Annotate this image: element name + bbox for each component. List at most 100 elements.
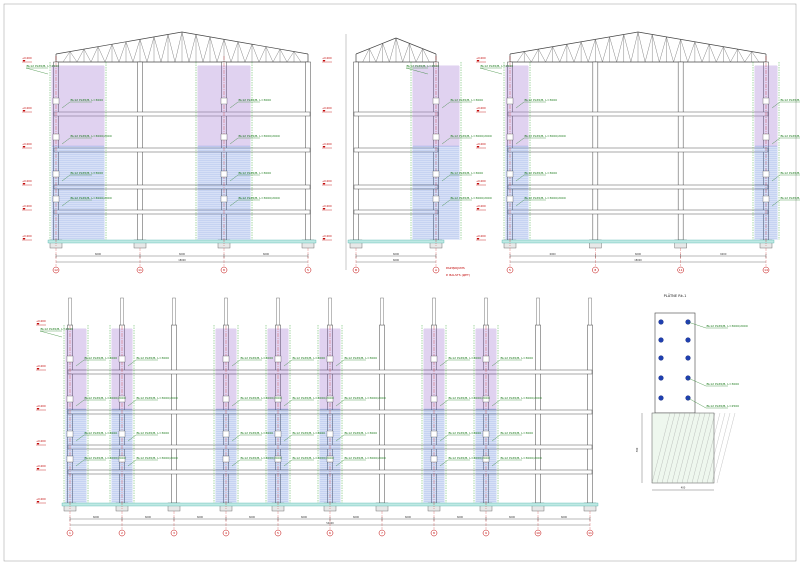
truss-web-diagonal (265, 46, 274, 63)
opening (52, 170, 60, 178)
floor-beam (507, 184, 769, 190)
rebar-callout: BL12 PL65/B, L=3000 (229, 171, 271, 182)
rebar-dot (685, 337, 691, 343)
level-value: +0.000 (36, 319, 46, 323)
axis-bubble (220, 266, 228, 274)
rebar-callout: BL12 PL65/B, L=3000 (441, 98, 483, 109)
callout-text: BL12 PL65/B, L=3000 (525, 171, 558, 175)
truss-web-diagonal (616, 34, 624, 63)
truss-web-diagonal (139, 39, 148, 63)
detail-hatch (701, 412, 721, 484)
truss-web-diagonal (415, 48, 423, 63)
truss-web-diagonal (744, 51, 752, 63)
detail-section: BL12 PL65/B, L=3000/2000 BL12 PL65/B, L=3… (636, 312, 748, 491)
detail-hatch (696, 412, 716, 484)
callout-leader (231, 434, 241, 442)
truss-web-diagonal (382, 43, 390, 63)
axis-bubble (52, 266, 60, 274)
opening (274, 395, 282, 403)
callout-text: BL12 PL65/B, L=3000 (71, 98, 104, 102)
opening (762, 170, 770, 178)
truss-web-diagonal (389, 37, 397, 63)
rebar-callout: BL12 PL65/B, L=3000 (127, 356, 169, 367)
detail-dim-value: 400 (681, 487, 686, 490)
axis-label: 4 (225, 531, 227, 535)
detail-hatch (711, 412, 731, 484)
rebar-dot (658, 375, 664, 381)
truss-web-diagonal (751, 51, 760, 63)
callout-leader (439, 359, 449, 367)
truss-web-diagonal (244, 44, 253, 63)
truss-web-diagonal (167, 34, 176, 63)
rebar-mesh (505, 145, 529, 240)
truss-web-diagonal (230, 41, 239, 63)
opening (274, 455, 282, 463)
opening (432, 170, 440, 178)
axis-bubble (274, 529, 282, 537)
elevation-top-mid: +0.000 +0.000 +0.000 +0.000 +0.000 +0.000 BL12… (322, 37, 492, 274)
rebar-callout: BL12 PL65/B, L=3000/2000 (283, 396, 334, 407)
opening (762, 133, 770, 141)
column-stubs (68, 297, 592, 326)
truss-web-diagonal (279, 49, 288, 63)
opening (482, 455, 490, 463)
elevation-bottom: +0.000 +0.000 +0.000 +0.000 +0.000 +0.000 BL12… (36, 319, 599, 537)
callout-text: BL12 PL65/B, L=2500 (481, 64, 514, 68)
floor-beam (353, 184, 439, 190)
callout-text: BL12 PL65/B, L=3000/2000 (241, 396, 282, 400)
truss-top-chord (55, 31, 183, 55)
note-line-1: PAZIŅOJUMS (446, 266, 465, 270)
level-value: +0.000 (476, 142, 486, 146)
opening (118, 395, 126, 403)
callout-text: BL12 PL65/B, L=3000 (781, 98, 800, 102)
opening (326, 430, 334, 438)
axis-bubble (534, 529, 542, 537)
truss-web-diagonal (516, 51, 525, 63)
detail-hatch (661, 412, 681, 484)
ground-slab (347, 239, 445, 244)
opening (220, 170, 228, 178)
level-triangle (22, 208, 26, 210)
opening (274, 430, 282, 438)
dimension-value: 6000 (197, 516, 204, 519)
truss-web-diagonal (237, 41, 246, 63)
axis-label: 11 (138, 268, 142, 272)
level-mark: +0.000 (476, 234, 486, 241)
truss-web-diagonal (395, 37, 403, 63)
callout-leader (687, 321, 707, 329)
column-stub (120, 297, 124, 326)
callout-leader (441, 137, 451, 145)
roof-truss (355, 37, 437, 63)
dimension-value: 6000 (550, 253, 557, 256)
level-mark: +0.000 (36, 364, 46, 371)
rebar-callout: BL12 PL65/B, L=3000 (515, 171, 558, 182)
rebar-callout: BL12 PL65/B, L=3000 (771, 171, 800, 182)
truss-web-diagonal (216, 39, 225, 63)
level-triangle (36, 368, 40, 370)
truss-web-diagonal (708, 44, 717, 63)
level-triangle (322, 183, 326, 185)
rebar-callout: BL12 PL65/B, L=3000 (229, 98, 271, 109)
column-stub (484, 297, 488, 326)
rebar-callout: BL12 PL65/B, L=3000/2000 (61, 196, 112, 207)
axis-label: 12 (54, 268, 58, 272)
truss-web-diagonal (76, 49, 85, 63)
level-triangle (322, 110, 326, 112)
detail-hatch (676, 412, 696, 484)
callout-text: BL12 PL65/B, L=3000/2000 (449, 456, 490, 460)
level-mark: +0.000 (322, 106, 332, 113)
rebar-callout: BL12 PL65/B, L=3000/2000 (229, 134, 280, 145)
sheet-border (3, 3, 797, 562)
level-triangle (22, 238, 26, 240)
rebar-callout: BL12 PL65/B, L=3000 (515, 98, 557, 109)
truss-top-chord (637, 31, 767, 55)
callout-leader (61, 101, 71, 109)
truss-web-diagonal (69, 51, 78, 63)
truss-web-diagonal (286, 51, 295, 63)
callout-leader (283, 399, 293, 407)
callout-leader (75, 399, 85, 407)
level-mark: +0.000 (22, 106, 32, 113)
truss-top-chord (509, 31, 639, 55)
callout-text: BL12 PL65/B, L=3000/2000 (345, 456, 386, 460)
callout-text: BL12 PL65/B, L=3000/2000 (239, 196, 280, 200)
